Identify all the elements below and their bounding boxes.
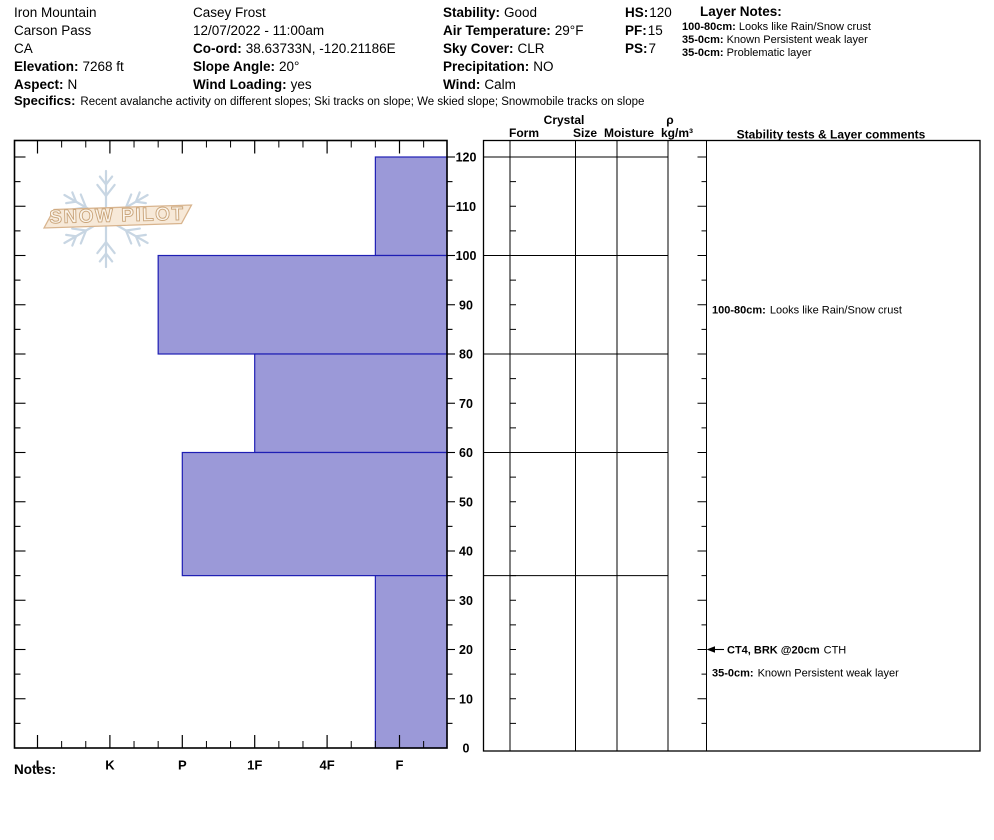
datetime-line: 12/07/2022 - 11:00am [193,23,325,38]
rho-units-header: kg/m³ [661,126,693,140]
hardness-label-P: P [178,758,187,773]
header-snow-depth-block: HS:120 PF:15 PS:7 [625,4,672,58]
depth-label-80: 80 [459,348,473,362]
layer-bar-60-35cm [181,451,448,577]
hardness-axis-ticks [36,140,425,748]
depth-label-120: 120 [456,151,477,165]
depth-label-0: 0 [463,742,470,756]
sky-cover-line: Sky Cover: CLR [443,41,545,56]
form-header: Form [509,126,539,140]
table-headers: Crystal ρ Form Size Moisture kg/m³ Stability t… [509,113,926,142]
depth-label-70: 70 [459,397,473,411]
depth-label-90: 90 [459,298,473,312]
size-header: Size [573,126,597,140]
pf-line: PF:15 [625,23,663,38]
depth-label-20: 20 [459,643,473,657]
layer-notes-title: Layer Notes: [700,4,782,19]
wind-loading-line: Wind Loading: yes [193,77,312,92]
header-conditions-block: Stability: Good Air Temperature: 29°F Sky … [443,4,583,94]
coordinates-line: Co-ord: 38.63733N, -120.21186E [193,41,396,56]
location-name-line: Iron Mountain [14,5,97,20]
notes-label: Notes: [14,762,57,777]
wind-line: Wind: Calm [443,77,516,92]
depth-label-30: 30 [459,594,473,608]
layer-bar-35-0cm [374,575,448,749]
layer-comment-text: CT4, BRK @20cm CTH [727,645,846,657]
layer-note: 35-0cm: Known Persistent weak layer [682,34,868,46]
hardness-axis-labels: I K P 1F 4F F [36,758,404,773]
depth-label-100: 100 [456,249,477,263]
layer-comment-text: 35-0cm: Known Persistent weak layer [712,668,899,680]
layer-note: 35-0cm: Problematic layer [682,47,812,59]
layer-note: 100-80cm: Looks like Rain/Snow crust [682,21,871,33]
header-location-block: Iron Mountain Carson Pass CA Elevation: 7… [14,4,124,94]
watermark-text: SNOW PILOT [49,204,185,229]
hardness-layer-bars [157,156,448,749]
elevation-line: Elevation: 7268 ft [14,59,124,74]
rho-header: ρ [666,113,673,127]
air-temperature-line: Air Temperature: 29°F [443,23,584,38]
stability-line: Stability: Good [443,5,538,20]
layer-bar-120-100cm [374,156,448,257]
moisture-header: Moisture [604,126,654,140]
depth-label-50: 50 [459,495,473,509]
crystal-table [482,139,981,752]
hs-line: HS:120 [625,5,672,20]
table-frame [482,139,981,752]
header-observer-block: Casey Frost 12/07/2022 - 11:00am Co-ord:… [193,4,396,94]
location-region-line: Carson Pass [14,23,92,38]
depth-label-60: 60 [459,446,473,460]
hardness-label-I: I [36,758,40,773]
slope-angle-line: Slope Angle: 20° [193,59,300,74]
layer-bar-100-80cm [157,254,448,355]
layer-comments: 100-80cm: Looks like Rain/Snow crust CT4, … [706,305,902,680]
snowpilot-watermark: SNOW PILOT [42,169,193,269]
depth-axis-ticks [14,156,455,724]
aspect-line: Aspect: N [14,77,78,92]
hardness-label-4F: 4F [320,758,335,773]
watermark-band [42,204,193,229]
location-state-line: CA [14,41,33,56]
specifics-line: Specifics: Recent avalanche activity on d… [14,93,645,108]
hardness-label-F: F [396,758,404,773]
hardness-label-1F: 1F [247,758,262,773]
crystal-header: Crystal [544,113,585,127]
left-arrow-icon [706,646,715,653]
observer-name-line: Casey Frost [193,5,266,20]
hardness-label-K: K [105,758,115,773]
comments-header: Stability tests & Layer comments [737,128,926,142]
depth-label-10: 10 [459,692,473,706]
layer-comment-text: 100-80cm: Looks like Rain/Snow crust [712,305,902,317]
ps-line: PS:7 [625,41,657,56]
precipitation-line: Precipitation: NO [443,59,554,74]
depth-label-110: 110 [456,200,476,214]
layer-bar-80-60cm [254,353,448,454]
depth-label-40: 40 [459,545,473,559]
layer-notes-list: 100-80cm: Looks like Rain/Snow crust 35-0… [682,21,871,60]
